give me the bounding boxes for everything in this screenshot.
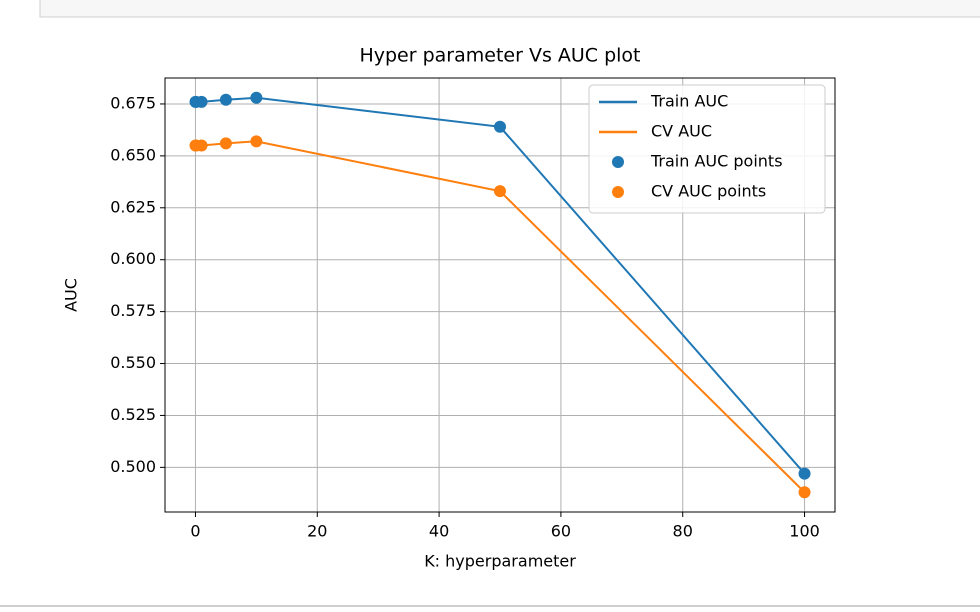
y-tick-label: 0.575 (110, 301, 156, 320)
y-tick-label: 0.500 (110, 457, 156, 476)
data-point (250, 135, 263, 148)
data-point (219, 93, 232, 106)
legend-label: CV AUC points (651, 182, 766, 201)
y-tick-label: 0.550 (110, 353, 156, 372)
y-tick-label: 0.650 (110, 145, 156, 164)
y-tick-label: 0.525 (110, 405, 156, 424)
data-point (195, 139, 208, 152)
data-point (250, 91, 263, 104)
axes-frame (164, 77, 836, 513)
code-cell (39, 0, 980, 18)
data-point (494, 120, 506, 133)
x-axis-label: K: hyperparameter (424, 552, 576, 571)
x-tick-label: 40 (429, 522, 449, 541)
legend-box (588, 84, 826, 214)
x-tick-label: 20 (307, 522, 327, 541)
legend-swatch (612, 156, 624, 168)
x-tick-label: 60 (551, 522, 571, 541)
x-tick-label: 0 (190, 522, 200, 541)
y-tick-label: 0.675 (110, 93, 156, 112)
data-point (195, 95, 208, 108)
data-point (798, 467, 811, 480)
y-tick-label: 0.625 (110, 197, 156, 216)
data-point (494, 185, 506, 198)
legend-label: Train AUC points (650, 152, 783, 171)
y-axis-label: AUC (62, 278, 81, 312)
y-tick-label: 0.600 (110, 249, 156, 268)
x-tick-label: 80 (673, 522, 693, 541)
legend-swatch (612, 186, 624, 198)
legend-label: Train AUC (650, 92, 728, 111)
data-point (219, 137, 232, 150)
legend-label: CV AUC (651, 122, 712, 141)
chart-title: Hyper parameter Vs AUC plot (359, 45, 640, 67)
x-tick-label: 100 (789, 522, 820, 541)
data-point (798, 486, 811, 499)
